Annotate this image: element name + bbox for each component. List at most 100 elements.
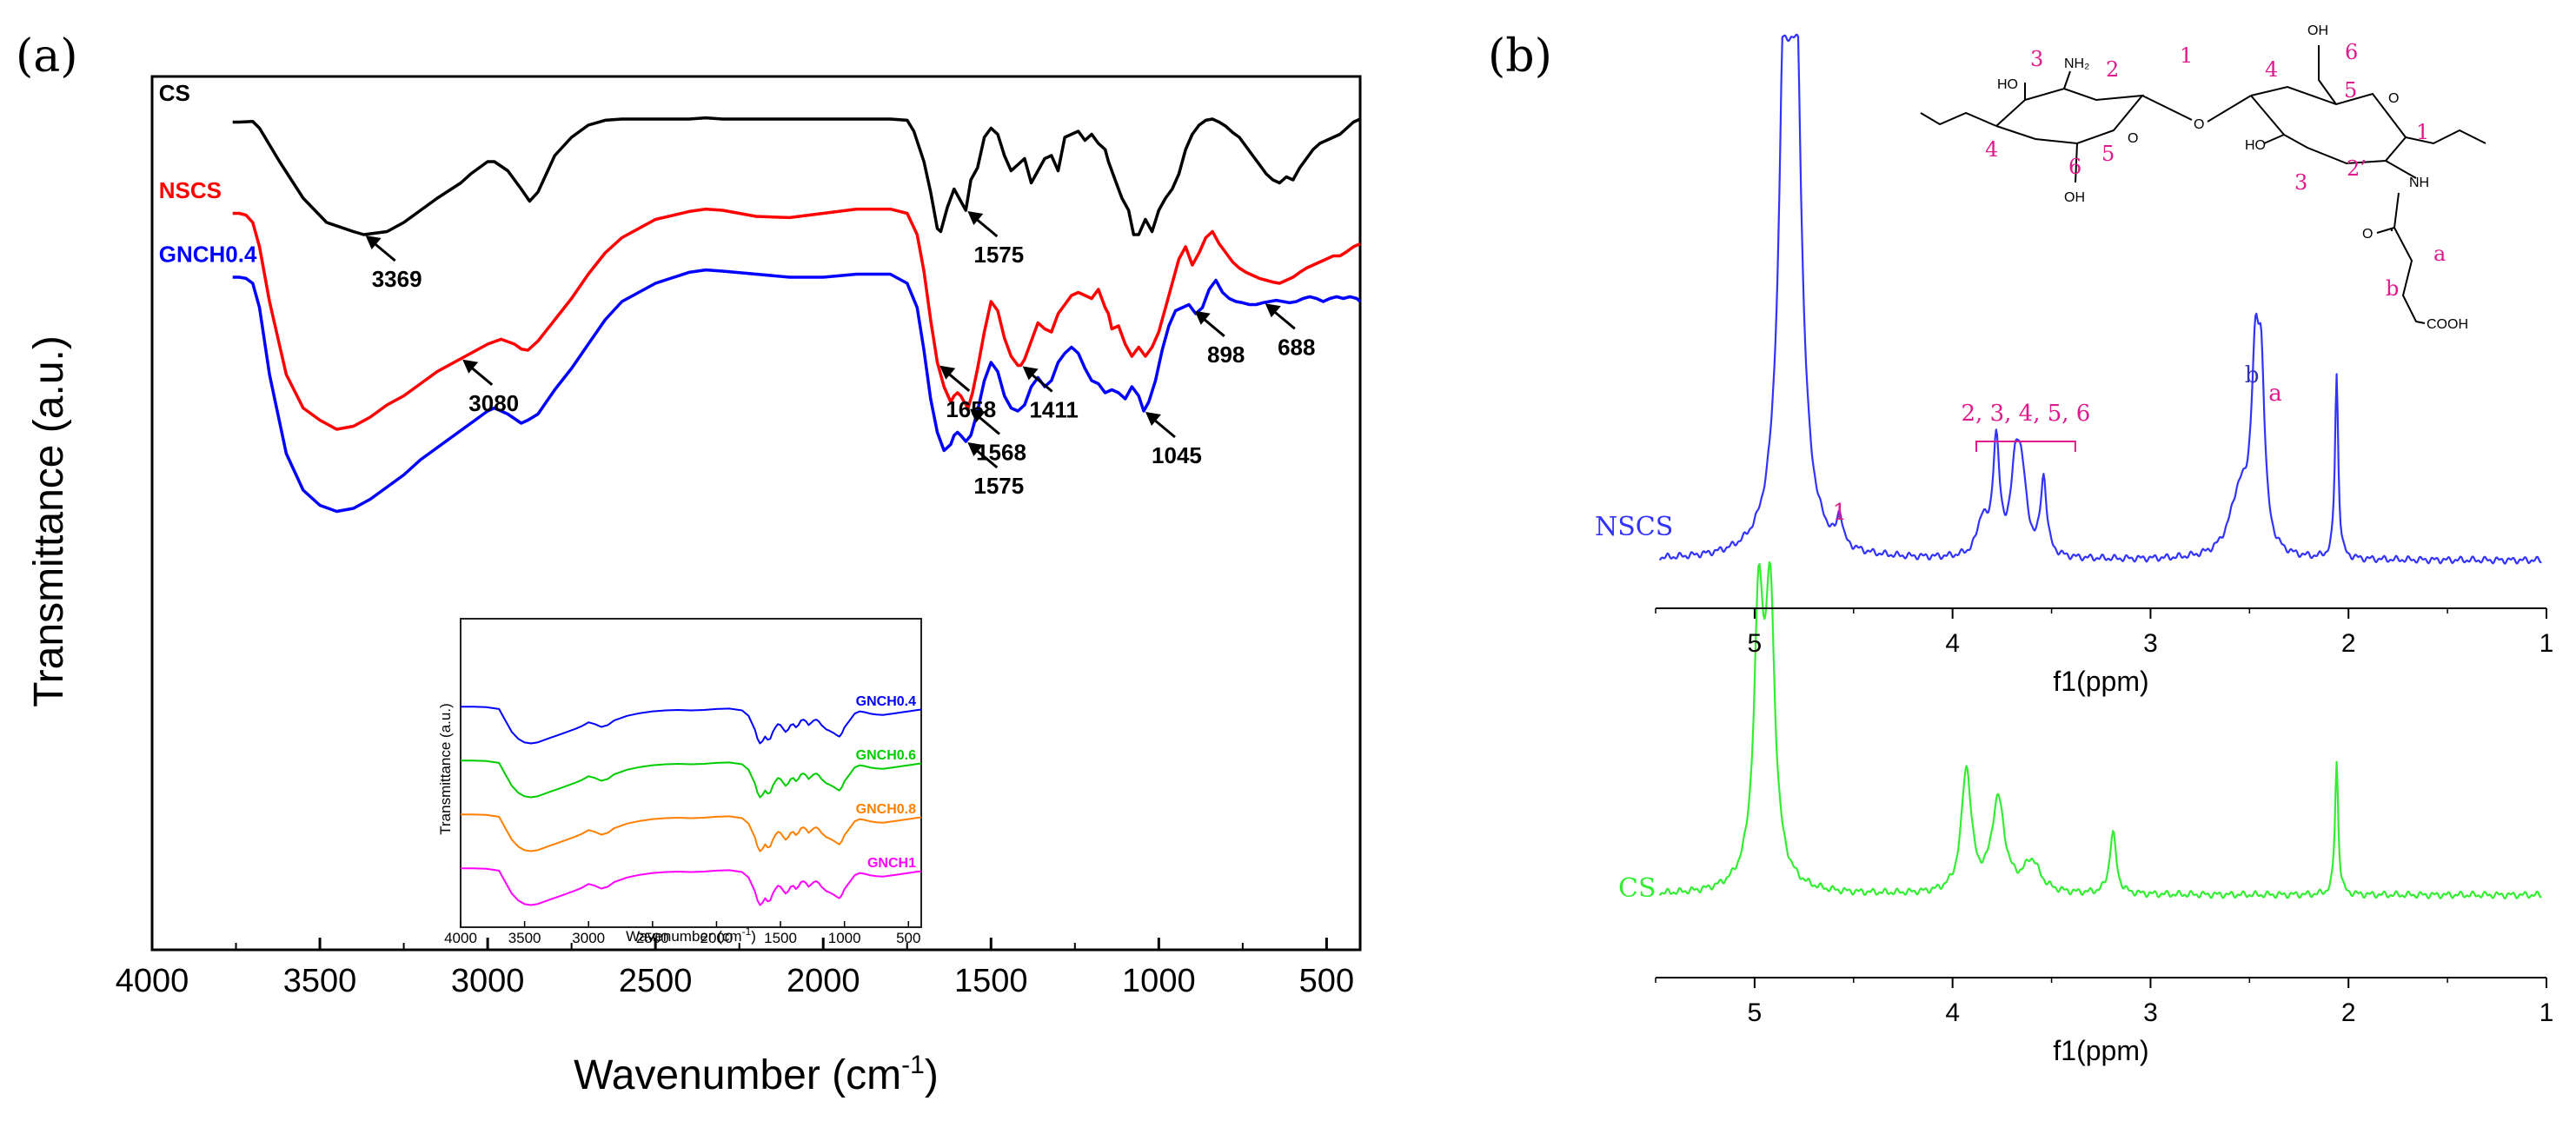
chem-text-nh2: NH₂ bbox=[2064, 56, 2089, 71]
ftir-annotation-1575: 1575 bbox=[973, 473, 1024, 499]
inset-labels-group: GNCH0.4 GNCH0.6 GNCH0.8 GNCH1 bbox=[856, 694, 916, 871]
ftir-x-tick-label-2500: 2500 bbox=[619, 963, 693, 999]
inset-x-tick-label-2000: 2000 bbox=[700, 930, 734, 946]
nmr-peak-label-range: 2, 3, 4, 5, 6 bbox=[1962, 401, 2091, 427]
nmr-peak-labels: 1 2, 3, 4, 5, 6 ba bbox=[1833, 362, 2282, 526]
inset-label-gnch0-6: GNCH0.6 bbox=[856, 748, 916, 763]
inset-label-gnch0-8: GNCH0.8 bbox=[856, 802, 916, 817]
chem-text-cooh: COOH bbox=[2427, 317, 2468, 332]
chem-label-n1: 1 bbox=[2180, 43, 2193, 68]
nmr-peak-label-a: a bbox=[2268, 381, 2282, 407]
nmr-spectra-group: NSCS CS bbox=[1595, 33, 2542, 904]
chem-text-ho2: HO bbox=[2245, 138, 2266, 153]
chem-text-ho1: HO bbox=[1997, 77, 2018, 92]
ftir-annotation-3369: 3369 bbox=[372, 266, 422, 292]
nmr-tick-label-1-4: 4 bbox=[1945, 998, 1960, 1027]
ftir-annotation-1411: 1411 bbox=[1029, 397, 1078, 423]
ftir-panel: (a) 4000 3500 3000 2500 2000 1500 1000 500 Wave… bbox=[16, 30, 1362, 1098]
nmr-series-label-cs: CS bbox=[1618, 873, 1656, 904]
inset-frame bbox=[460, 618, 922, 928]
chem-text-oh1: OH bbox=[2307, 23, 2328, 38]
ftir-x-tick-label-500: 500 bbox=[1299, 963, 1354, 999]
ftir-annotation-898: 898 bbox=[1207, 342, 1245, 368]
ftir-x-tick-label-2000: 2000 bbox=[787, 963, 860, 999]
ftir-arrowhead-3369 bbox=[365, 235, 382, 249]
ftir-arrowhead-1045 bbox=[1145, 412, 1161, 426]
ftir-series-label-nscs: NSCS bbox=[159, 177, 222, 203]
ftir-y-axis-title: Transmittance (a.u.) bbox=[26, 335, 72, 707]
ftir-series-gnch0-4 bbox=[232, 268, 1362, 514]
inset-x-axis: 4000 3500 3000 2500 2000 1500 1000 500 bbox=[444, 921, 920, 946]
ftir-x-tick-label-4000: 4000 bbox=[116, 963, 189, 999]
nmr-tick-label-0-5: 5 bbox=[1748, 629, 1763, 658]
glycosidic-bond-b bbox=[2207, 95, 2252, 123]
nmr-bracket bbox=[1975, 441, 2076, 452]
chem-text-nh: NH bbox=[2409, 176, 2429, 190]
ftir-series-cs bbox=[232, 116, 1361, 236]
ftir-arrowhead-1575 bbox=[967, 442, 984, 456]
inset-x-tick-label-3500: 3500 bbox=[508, 930, 541, 946]
ftir-plot-frame bbox=[150, 75, 1362, 952]
nmr-tick-label-1-3: 3 bbox=[2143, 998, 2158, 1027]
left-c6-bond bbox=[2075, 143, 2078, 183]
inset-series-group bbox=[461, 706, 922, 906]
inset-series-gnch0-6 bbox=[461, 759, 922, 799]
chem-label-a: a bbox=[2433, 242, 2446, 266]
nmr-axes-group: 5 4 3 2 1 f1(ppm) 5 4 3 2 1 f1(ppm) bbox=[1655, 607, 2554, 1066]
ftir-annotation-688: 688 bbox=[1278, 334, 1315, 360]
ftir-inset: 4000 3500 3000 2500 2000 1500 1000 500 Wavenumb… bbox=[437, 618, 922, 946]
inset-series-gnch0-8 bbox=[461, 813, 922, 852]
chem-label-n2: 2 bbox=[2106, 57, 2119, 82]
chem-label-n1r: 1 bbox=[2416, 120, 2429, 144]
panel-b-letter: (b) bbox=[1488, 30, 1552, 83]
inset-x-tick-label-1500: 1500 bbox=[764, 930, 797, 946]
chem-label-m6: 6 bbox=[2345, 40, 2358, 64]
inset-x-tick-label-3000: 3000 bbox=[572, 930, 605, 946]
nmr-peak-label-b: b bbox=[2245, 362, 2260, 388]
ftir-annotation-1575: 1575 bbox=[973, 242, 1024, 268]
ftir-arrowhead-1658 bbox=[939, 365, 956, 380]
chem-label-n6: 6 bbox=[2068, 155, 2081, 179]
nmr-tick-label-1-2: 2 bbox=[2341, 998, 2356, 1027]
ftir-series-label-gnch0-4: GNCH0.4 bbox=[159, 242, 257, 268]
chemical-structure bbox=[1920, 45, 2486, 324]
inset-series-gnch0-4 bbox=[461, 706, 922, 745]
ftir-arrowhead-688 bbox=[1265, 303, 1281, 318]
chem-text-o1: O bbox=[2128, 131, 2138, 146]
right-c6-bond bbox=[2318, 45, 2337, 105]
right-methoxy-bond bbox=[2405, 129, 2486, 145]
ftir-x-tick-label-1000: 1000 bbox=[1122, 963, 1196, 999]
nh-bond bbox=[2385, 160, 2417, 179]
chem-label-n2p: 2’ bbox=[2347, 156, 2367, 181]
left-nh2-bond bbox=[2063, 70, 2071, 90]
right-pyranose-ring bbox=[2250, 85, 2407, 165]
panel-a-letter: (a) bbox=[16, 30, 78, 83]
right-ho-bond bbox=[2263, 134, 2285, 144]
inset-x-tick-label-500: 500 bbox=[896, 930, 920, 946]
chem-label-m4: 4 bbox=[2265, 57, 2278, 82]
chem-label-n5: 5 bbox=[2101, 142, 2115, 166]
ftir-annotation-3080: 3080 bbox=[468, 390, 519, 416]
nmr-spectrum-cs bbox=[1658, 560, 2542, 900]
inset-y-axis-title: Transmittance (a.u.) bbox=[437, 703, 454, 834]
nmr-tick-label-0-1: 1 bbox=[2539, 629, 2554, 658]
chem-label-b: b bbox=[2386, 276, 2399, 301]
ftir-annotation-1568: 1568 bbox=[976, 440, 1026, 466]
inset-series-gnch1 bbox=[461, 867, 922, 906]
nmr-panel: (b) NSCS CS 5 4 3 2 1 f1(ppm) 5 4 3 2 1 f1(ppm) 1 2, … bbox=[1488, 23, 2553, 1066]
chem-text-o3: O bbox=[2388, 91, 2399, 106]
ftir-series-nscs bbox=[232, 207, 1361, 431]
chem-text-o4: O bbox=[2362, 227, 2373, 242]
nmr-tick-label-0-3: 3 bbox=[2143, 629, 2158, 658]
ftir-arrowhead-1568 bbox=[970, 408, 986, 423]
chem-text-oh2: OH bbox=[2064, 190, 2085, 205]
ftir-arrowhead-1411 bbox=[1022, 366, 1039, 381]
nmr-series-label-nscs: NSCS bbox=[1595, 512, 1673, 542]
nmr-tick-label-0-4: 4 bbox=[1945, 629, 1960, 658]
ftir-x-tick-label-3500: 3500 bbox=[283, 963, 357, 999]
ftir-arrowhead-3080 bbox=[462, 359, 479, 374]
